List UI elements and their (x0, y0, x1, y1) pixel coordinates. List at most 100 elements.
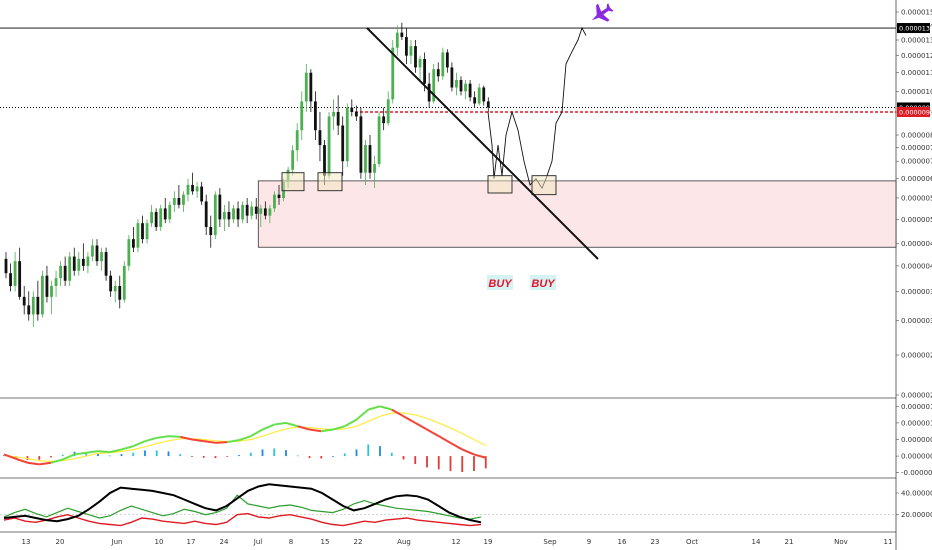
candle (122, 261, 126, 303)
time-tick-label: 20 (56, 538, 65, 546)
candle (100, 247, 103, 271)
candle-body (118, 285, 122, 300)
candle (127, 235, 131, 271)
candle (95, 239, 99, 266)
candle (172, 191, 176, 212)
candle-body (18, 261, 22, 297)
macd-histogram-bar (50, 456, 52, 458)
candle-body (400, 32, 404, 38)
macd-line-segment (391, 408, 404, 418)
candle-body (314, 101, 317, 131)
macd-line-segment (379, 405, 393, 411)
candle-body (423, 58, 426, 84)
price-tick-label: 0.00000460 (901, 240, 932, 248)
candle-body (304, 72, 308, 102)
candle (136, 219, 140, 253)
time-axis: 13 20 Jun 10 17 24 Jul 8 15 22 Aug 12 19 Sep 9 16 23 Oct 1… (22, 538, 893, 546)
candle-body (250, 206, 254, 216)
candle (13, 252, 17, 292)
candle (218, 188, 222, 228)
candle-body (22, 296, 26, 306)
buy-label-background (487, 275, 513, 290)
candle (132, 227, 135, 253)
candle-body (218, 194, 222, 220)
candle (382, 107, 386, 131)
price-tick-label: 0.00001200 (901, 52, 932, 60)
candle (200, 181, 204, 205)
candle-body (418, 58, 422, 68)
candle (436, 62, 440, 82)
buy-box (317, 172, 343, 192)
macd-line-segment (250, 428, 263, 438)
airplane-icon (591, 3, 614, 22)
candle (291, 145, 295, 176)
macd-line-segment (274, 421, 287, 426)
support-zone-layer (257, 180, 897, 248)
candle-body (336, 111, 340, 126)
macd-line-segment (203, 440, 216, 444)
macd-pane: 0.00000150 0.00000100 0.00000050 0.00000000… (3, 403, 932, 477)
candle (36, 280, 40, 321)
candle (345, 103, 349, 167)
macd-line-segment (109, 448, 122, 454)
macd-histogram-bar (261, 449, 264, 457)
candle-body (477, 87, 481, 104)
candle-body (163, 208, 167, 220)
candle (22, 285, 26, 315)
candle (486, 97, 490, 112)
time-tick-label: 10 (155, 538, 164, 546)
candle-body (109, 275, 113, 292)
macd-line-segment (438, 435, 451, 444)
candle-body (127, 239, 131, 266)
macd-line-segment (215, 441, 228, 444)
macd-histogram-bar (484, 456, 487, 469)
macd-line-segment (97, 450, 110, 454)
macd-histogram-bar (120, 454, 123, 457)
candle-body (13, 261, 17, 286)
candle-body (9, 273, 12, 286)
macd-tick-label: -0.00000050 (901, 469, 932, 477)
price-tick-label: 0.00000212 (901, 392, 932, 400)
macd-line-segment (156, 435, 169, 439)
candle-body (368, 145, 372, 173)
macd-histogram-bar (202, 456, 205, 458)
candle-body (68, 256, 72, 281)
candle-body (273, 194, 276, 209)
price-tick-label: 0.00000580 (901, 194, 932, 202)
candle (354, 105, 358, 121)
candle (327, 111, 331, 179)
macd-histogram-bar (38, 456, 41, 460)
candle (450, 62, 454, 92)
candle-body (145, 223, 149, 240)
time-tick-label: 23 (651, 538, 660, 546)
buy-boxes-layer (281, 172, 557, 196)
macd-line-segment (355, 408, 369, 421)
macd-line-segment (414, 422, 428, 431)
candle (159, 204, 163, 232)
candle-body (86, 256, 90, 266)
candle-body (373, 164, 376, 173)
candle (150, 204, 153, 228)
time-tick-label: Oct (686, 538, 698, 546)
candle (373, 155, 376, 189)
candle (213, 191, 217, 240)
candle-body (81, 258, 85, 266)
candle-body (200, 186, 204, 202)
time-tick-label: 22 (354, 538, 363, 546)
macd-line-segment (132, 440, 146, 448)
time-tick-label: Jun (111, 538, 123, 546)
candle-body (318, 130, 322, 146)
candle-body (323, 145, 326, 176)
candle-body (100, 252, 103, 262)
candle (409, 40, 413, 65)
candle (359, 107, 363, 179)
candle-body (341, 125, 345, 162)
buy-label: BUY (531, 278, 556, 290)
price-tick-label: 0.00000800 (901, 132, 932, 140)
time-tick-label: 15 (321, 538, 330, 546)
macd-line-segment (180, 435, 193, 441)
buy-label-background (530, 275, 556, 290)
macd-histogram-bar (426, 456, 428, 468)
candle (268, 204, 272, 224)
macd-line-segment (473, 453, 487, 459)
